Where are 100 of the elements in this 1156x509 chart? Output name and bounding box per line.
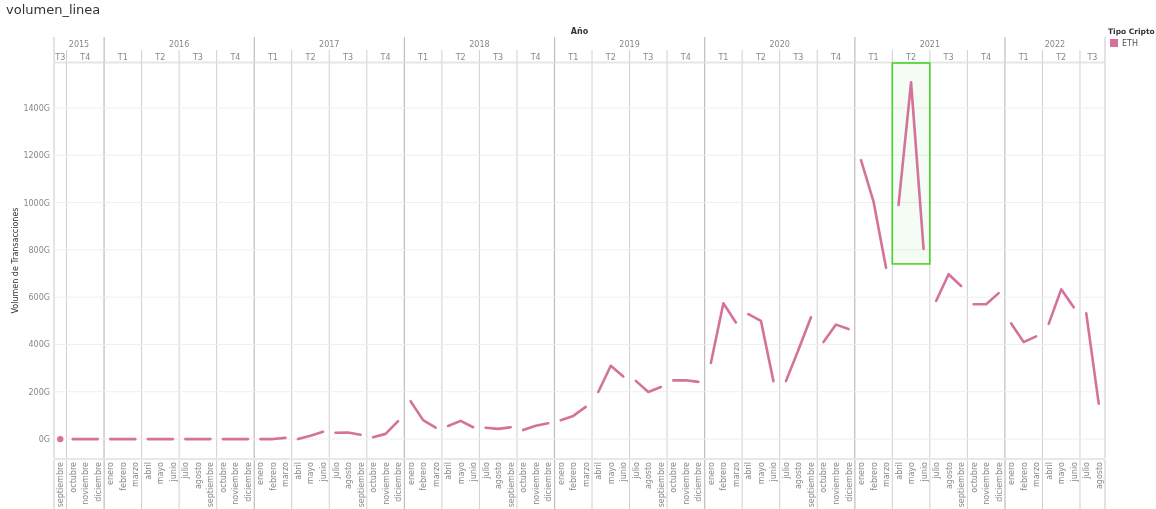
x-tick-label: junio: [919, 461, 929, 483]
text: 2018: [469, 40, 490, 49]
x-tick-label: septiembre: [506, 461, 516, 508]
x-tick-label: junio: [769, 461, 779, 483]
y-tick-label: 400G: [28, 340, 50, 350]
x-tick-label: agosto: [494, 461, 504, 490]
x-tick-label: junio: [168, 461, 178, 483]
x-tick-label: diciembre: [243, 461, 253, 502]
x-tick-label: octubre: [819, 461, 829, 493]
x-tick-label: octubre: [369, 461, 379, 493]
x-tick-label: mayo: [156, 461, 166, 485]
x2-tick-label: T4: [980, 53, 992, 62]
x-tick-label: septiembre: [356, 461, 366, 508]
x-tick-label: abril: [594, 462, 604, 480]
x2-tick-label: T1: [867, 53, 879, 62]
x-tick-label: enero: [1007, 461, 1017, 485]
x-tick-label: agosto: [944, 461, 954, 490]
x-tick-label: julio: [181, 461, 191, 480]
x-tick-label: abril: [444, 462, 454, 480]
x-tick-label: mayo: [456, 461, 466, 485]
x-tick-label: octubre: [519, 461, 529, 493]
x2-tick-label: T3: [792, 53, 804, 62]
x2-tick-label: T1: [116, 53, 128, 62]
x-tick-label: noviembre: [381, 461, 391, 505]
x-tick-label: noviembre: [81, 461, 91, 505]
x-tick-label: noviembre: [531, 461, 541, 505]
x2-tick-label: T3: [191, 53, 203, 62]
x2-tick-label: T3: [642, 53, 654, 62]
x2-tick-label: T3: [1086, 53, 1098, 62]
x-tick-label: marzo: [731, 461, 741, 488]
x-tick-label: junio: [619, 461, 629, 483]
x-tick-label: septiembre: [806, 461, 816, 508]
x-tick-label: enero: [857, 461, 867, 485]
x-tick-label: octubre: [969, 461, 979, 493]
y-tick-label: 800G: [28, 245, 50, 255]
x2-tick-label: T2: [154, 53, 166, 62]
x-tick-label: octubre: [669, 461, 679, 493]
x-tick-label: marzo: [882, 461, 892, 488]
x-tick-label: febrero: [419, 461, 429, 491]
x2-tick-label: T1: [717, 53, 729, 62]
x2-tick-label: T4: [830, 53, 841, 62]
x2-tick-label: T2: [604, 53, 616, 62]
x2-tick-label: T2: [304, 53, 316, 62]
x-tick-label: septiembre: [56, 461, 66, 508]
x-tick-label: febrero: [569, 461, 579, 491]
x-tick-label: julio: [331, 461, 341, 480]
x-tick-label: diciembre: [544, 461, 554, 502]
x-tick-label: septiembre: [957, 461, 967, 508]
x-tick-label: febrero: [719, 461, 729, 491]
text: 2015: [68, 40, 90, 49]
x-tick-label: octubre: [68, 461, 78, 493]
x-tick-label: octubre: [218, 461, 228, 493]
x2-tick-label: T1: [567, 53, 579, 62]
y-tick-label: 0G: [38, 435, 50, 445]
x-tick-label: agosto: [344, 461, 354, 490]
x-tick-label: julio: [631, 461, 641, 480]
x2-tick-label: T4: [79, 53, 91, 62]
x-tick-label: septiembre: [656, 461, 666, 508]
x-tick-label: noviembre: [982, 461, 992, 505]
x2-tick-label: T2: [754, 53, 766, 62]
x2-tick-label: T2: [905, 53, 917, 62]
y-tick-label: 1000G: [23, 198, 50, 208]
x-tick-label: mayo: [907, 461, 917, 485]
y-tick-label: 1400G: [23, 103, 50, 113]
x-tick-label: enero: [106, 461, 116, 485]
text: 2019: [619, 40, 640, 49]
x-tick-label: enero: [406, 461, 416, 485]
x-tick-label: enero: [256, 461, 266, 485]
x-tick-label: marzo: [431, 461, 441, 488]
y-tick-label: 600G: [28, 293, 50, 303]
x-tick-label: abril: [293, 462, 303, 480]
x-tick-label: mayo: [756, 461, 766, 485]
text: 2020: [769, 40, 790, 49]
x-tick-label: agosto: [1094, 461, 1104, 490]
x2-axis-title: Año: [570, 27, 589, 36]
x-tick-label: abril: [894, 462, 904, 480]
chart-title: volumen_linea: [6, 2, 101, 17]
x2-tick-label: T1: [266, 53, 278, 62]
x-tick-label: febrero: [118, 461, 128, 491]
legend-label: ETH: [1122, 39, 1138, 48]
text: 2022: [1044, 40, 1066, 49]
x-tick-label: febrero: [869, 461, 879, 491]
x-tick-label: mayo: [1057, 461, 1067, 485]
y-tick-label: 200G: [28, 387, 50, 397]
x2-tick-label: T2: [454, 53, 466, 62]
x-tick-label: marzo: [281, 461, 291, 488]
x-tick-label: mayo: [606, 461, 616, 485]
x-tick-label: agosto: [794, 461, 804, 490]
x2-tick-label: T3: [54, 53, 66, 62]
x-tick-label: enero: [706, 461, 716, 485]
x2-tick-label: T4: [529, 53, 541, 62]
x-tick-label: marzo: [1032, 461, 1042, 488]
x-tick-label: junio: [1069, 461, 1079, 483]
x-tick-label: febrero: [268, 461, 278, 491]
x-tick-label: marzo: [581, 461, 591, 488]
x-tick-label: julio: [1082, 461, 1092, 480]
text: 2016: [168, 40, 190, 49]
x-tick-label: septiembre: [206, 461, 216, 508]
x-tick-label: diciembre: [694, 461, 704, 502]
y-axis-title: Volumen de Transacciones: [11, 207, 20, 314]
